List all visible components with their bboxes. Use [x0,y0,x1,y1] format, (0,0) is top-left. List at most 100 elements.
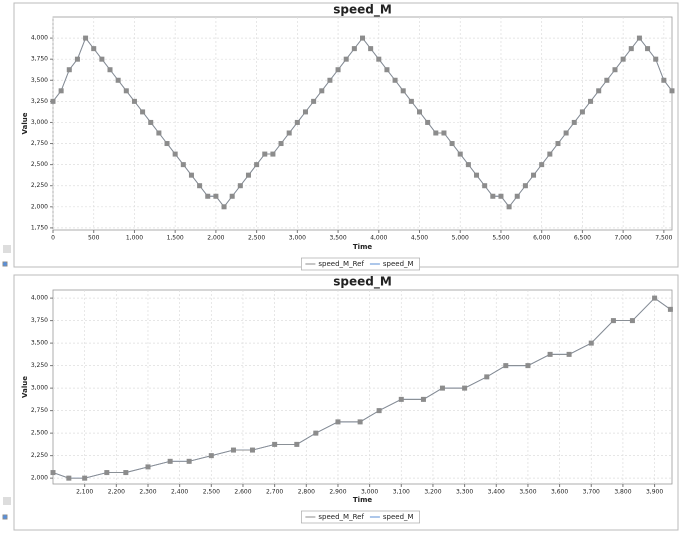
x-tick-label: 4,000 [370,235,387,242]
marker [474,172,480,178]
x-tick-label: 3,000 [361,489,378,496]
scroll-handle[interactable] [3,245,11,253]
legend-item: speed_M_Ref [305,513,364,521]
x-tick-label: 3,100 [393,489,410,496]
marker [588,98,594,104]
marker [213,193,219,199]
marker [462,385,468,391]
marker [425,119,431,125]
marker [91,46,97,52]
marker [148,119,154,125]
marker [249,447,255,453]
x-tick-label: 2,100 [76,489,93,496]
marker [83,35,89,41]
marker [368,46,374,52]
x-tick-label: 2,000 [207,235,224,242]
y-tick-label: 2,000 [31,475,48,482]
y-tick-label: 3,000 [31,119,48,126]
x-tick-label: 6,500 [574,235,591,242]
chart-title: speed_M [333,3,392,18]
marker [140,109,146,115]
marker [439,385,445,391]
y-tick-label: 2,500 [31,430,48,437]
marker [376,56,382,62]
y-tick-label: 2,250 [31,182,48,189]
marker [230,447,236,453]
marker [571,119,577,125]
y-axis-label: Value [21,112,29,134]
legend-box [301,257,420,271]
x-tick-label: 5,500 [492,235,509,242]
marker [539,162,545,168]
legend-label: speed_M_Ref [318,513,364,521]
marker [2,514,8,520]
marker [400,88,406,94]
marker [420,396,426,402]
marker [522,183,528,189]
x-tick-label: 2,900 [329,489,346,496]
marker [610,318,616,324]
x-tick-label: 5,000 [452,235,469,242]
marker [164,141,170,147]
x-tick-label: 2,400 [171,489,188,496]
y-tick-label: 2,750 [31,140,48,147]
marker [652,295,658,301]
y-tick-label: 4,000 [31,35,48,42]
marker [667,306,673,312]
marker [628,46,634,52]
marker [82,475,88,481]
scroll-handle[interactable] [3,497,11,505]
marker [115,77,121,83]
x-tick-label: 3,300 [456,489,473,496]
plot-area [52,16,673,231]
marker [221,204,227,210]
marker [58,88,64,94]
marker [661,77,667,83]
marker [272,441,278,447]
x-tick-label: 3,900 [646,489,663,496]
marker [392,77,398,83]
marker [408,98,414,104]
marker [343,56,349,62]
marker [547,351,553,357]
marker [286,130,292,136]
marker [563,130,569,136]
x-tick-label: 2,500 [203,489,220,496]
marker [579,109,585,115]
marker [66,475,72,481]
marker [506,204,512,210]
x-tick-label: 3,500 [329,235,346,242]
plot-area [52,289,673,485]
marker [351,46,357,52]
x-tick-label: 3,400 [488,489,505,496]
marker [449,141,455,147]
marker [433,130,439,136]
legend: speed_M_Ref speed_M [301,510,420,524]
marker [604,77,610,83]
marker [335,67,341,73]
chart-title: speed_M [333,275,392,290]
marker [278,141,284,147]
marker [653,56,659,62]
marker [107,67,113,73]
x-tick-label: 2,300 [139,489,156,496]
x-tick-label: 2,800 [298,489,315,496]
marker [417,109,423,115]
x-tick-label: 3,600 [551,489,568,496]
x-axis-label: Time [353,496,372,504]
marker [131,98,137,104]
marker [270,151,276,157]
marker [262,151,268,157]
marker [620,56,626,62]
marker [188,172,194,178]
x-tick-label: 3,500 [519,489,536,496]
legend-label: speed_M_Ref [318,260,364,268]
y-tick-label: 3,500 [31,340,48,347]
marker [205,193,211,199]
panel [13,274,679,531]
x-tick-label: 7,000 [615,235,632,242]
legend-item: speed_M_Ref [305,260,364,268]
x-tick-label: 500 [88,235,100,242]
marker [319,88,325,94]
x-tick-label: 4,500 [411,235,428,242]
